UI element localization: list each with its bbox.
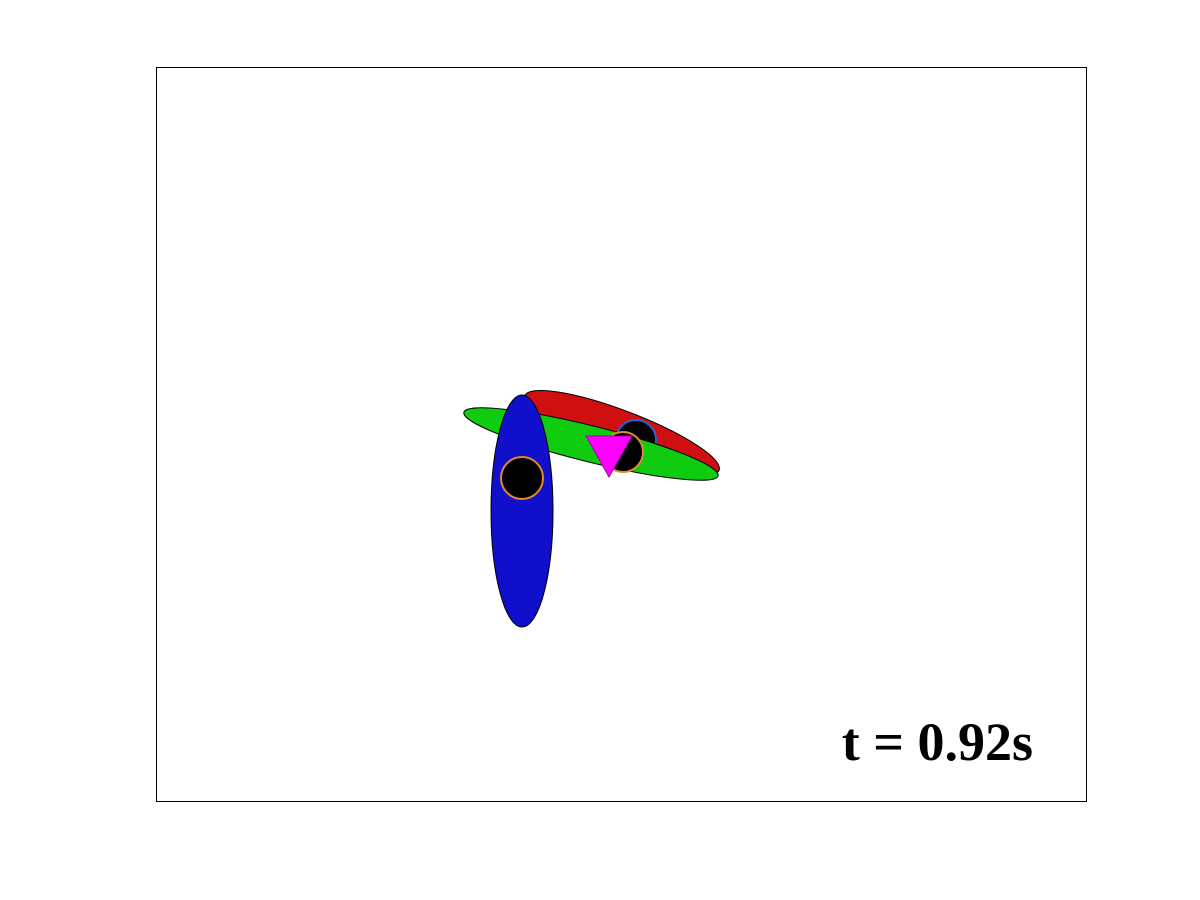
joint-blue-link (500, 456, 544, 500)
down-triangle-icon (585, 435, 633, 479)
time-label: t = 0.92s (842, 712, 1033, 772)
blue-link (490, 394, 554, 628)
